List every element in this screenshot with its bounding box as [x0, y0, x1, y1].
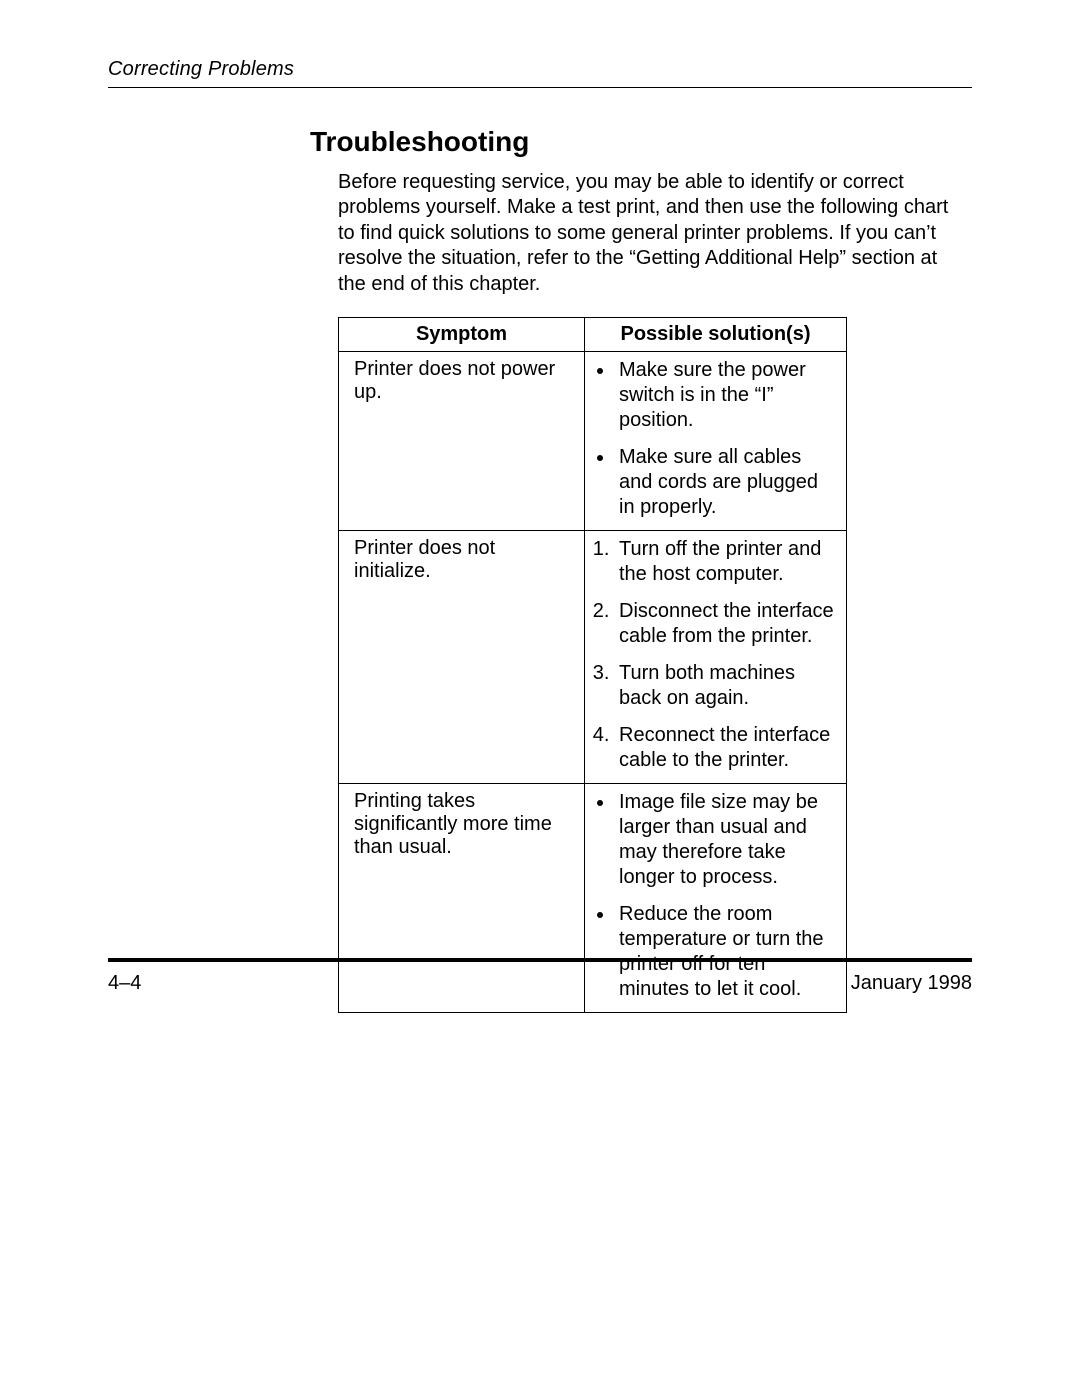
footer-rule [108, 958, 972, 962]
solution-cell: Make sure the power switch is in the “I”… [585, 351, 847, 530]
table-header-row: Symptom Possible solution(s) [339, 317, 847, 351]
page-number: 4–4 [108, 972, 141, 995]
header-symptom: Symptom [339, 317, 585, 351]
solution-item: Turn off the printer and the host comput… [615, 537, 836, 587]
solution-list: Make sure the power switch is in the “I”… [593, 358, 836, 520]
section-title: Troubleshooting [310, 126, 970, 158]
solution-item: Image file size may be larger than usual… [615, 790, 836, 890]
header-rule [108, 87, 972, 88]
main-content: Troubleshooting Before requesting servic… [310, 126, 970, 1013]
solution-item: Disconnect the interface cable from the … [615, 599, 836, 649]
intro-paragraph: Before requesting service, you may be ab… [338, 170, 970, 297]
header-solution: Possible solution(s) [585, 317, 847, 351]
table-row: Printer does not initialize. Turn off the… [339, 530, 847, 783]
page: Correcting Problems Troubleshooting Befo… [0, 0, 1080, 1397]
symptom-cell: Printer does not initialize. [339, 530, 585, 783]
table-row: Printer does not power up. Make sure the … [339, 351, 847, 530]
running-head: Correcting Problems [108, 58, 972, 81]
solution-item: Make sure all cables and cords are plugg… [615, 445, 836, 520]
footer-date: January 1998 [851, 972, 972, 995]
solution-item: Make sure the power switch is in the “I”… [615, 358, 836, 433]
solution-item: Turn both machines back on again. [615, 661, 836, 711]
solution-list: Turn off the printer and the host comput… [593, 537, 836, 773]
page-footer: 4–4 January 1998 [108, 958, 972, 995]
symptom-cell: Printer does not power up. [339, 351, 585, 530]
troubleshooting-table: Symptom Possible solution(s) Printer doe… [338, 317, 847, 1013]
solution-item: Reconnect the interface cable to the pri… [615, 723, 836, 773]
solution-cell: Turn off the printer and the host comput… [585, 530, 847, 783]
